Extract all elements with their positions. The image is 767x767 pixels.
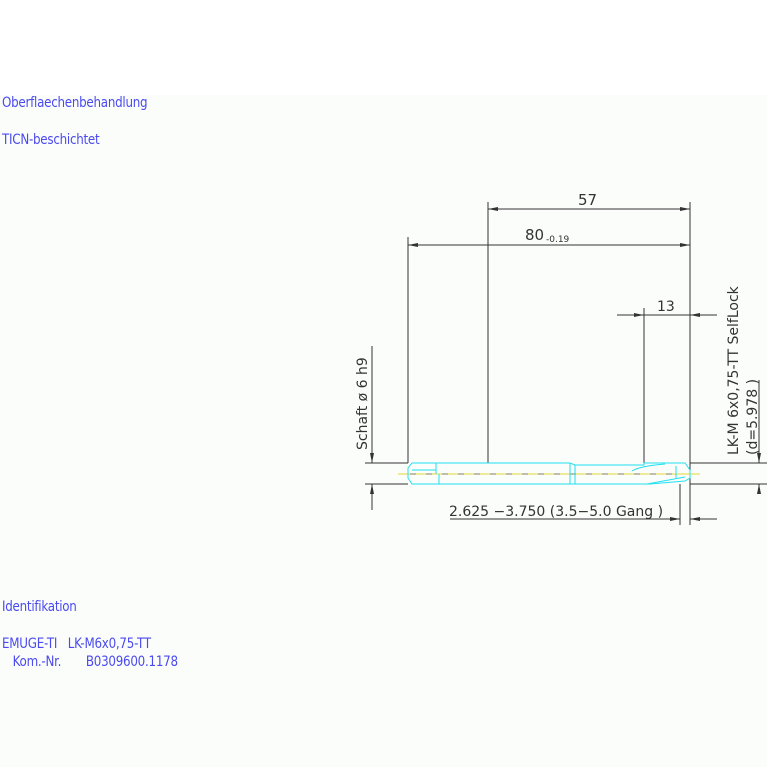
- thread-diameter: (d=5.978 ): [745, 379, 761, 455]
- thread-label: LK-M 6x0,75-TT SelfLock: [726, 285, 742, 455]
- dim-13: 13: [657, 299, 675, 315]
- dim-57: 57: [578, 191, 597, 209]
- surface-heading: Oberflaechenbehandlung: [2, 95, 148, 111]
- ident-line-2: Kom.-Nr. B0309600.1178: [2, 654, 178, 670]
- ident-heading: Identifikation: [2, 599, 77, 615]
- dimension-lines: [365, 202, 767, 525]
- dim-80-tolerance: -0.19: [546, 235, 570, 245]
- dim-80: 80: [525, 226, 544, 244]
- shank-label: Schaft ø 6 h9: [355, 357, 371, 450]
- surface-value: TICN-beschichtet: [2, 132, 100, 148]
- tool-outline: [407, 462, 691, 485]
- chamfer-label: 2.625 −3.750 (3.5−5.0 Gang ): [449, 504, 663, 520]
- ident-line-1: EMUGE-TI LK-M6x0,75-TT: [2, 636, 151, 652]
- dimension-texts: 57 80 -0.19 13 Schaft ø 6 h9 LK-M 6x0,75…: [355, 191, 761, 520]
